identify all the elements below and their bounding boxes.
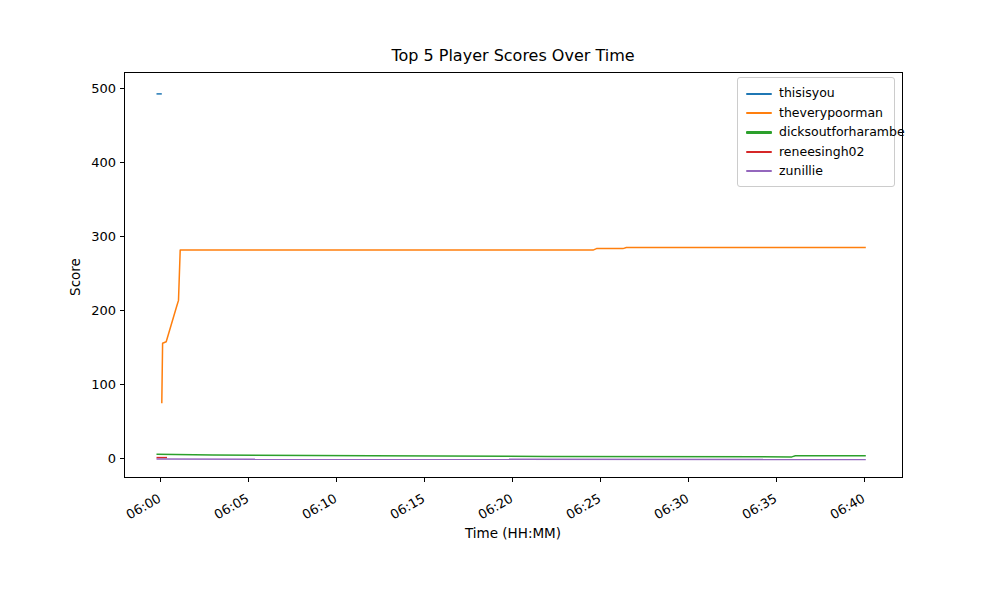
x-tick-label: 06:10 [300, 491, 340, 523]
x-tick-label: 06:30 [652, 491, 692, 523]
legend-item-theverypoorman: theverypoorman [746, 103, 887, 122]
legend-label: zunillie [779, 165, 823, 178]
legend-line-swatch [746, 131, 772, 133]
series-line-theverypoorman [162, 248, 866, 404]
legend-line-swatch [746, 170, 772, 172]
legend-label: thisisyou [779, 87, 835, 100]
x-axis-label: Time (HH:MM) [124, 525, 902, 541]
y-tick-label: 200 [91, 303, 116, 318]
x-tick-label: 06:40 [828, 491, 868, 523]
y-tick-label: 100 [91, 377, 116, 392]
y-tick-label: 400 [91, 155, 116, 170]
legend-item-zunillie: zunillie [746, 162, 887, 181]
matplotlib-figure: 06:00 06:05 06:10 06:15 06:20 06:25 06:30 06:35… [0, 0, 1000, 600]
x-tick-label: 06:15 [388, 491, 428, 523]
legend-line-swatch [746, 112, 772, 114]
legend-label: reneesingh02 [779, 146, 865, 159]
x-tick-label: 06:25 [564, 491, 604, 523]
legend-item-reneesingh02: reneesingh02 [746, 142, 887, 161]
legend-line-swatch [746, 151, 772, 153]
series-line-dicksoutforharambe [157, 454, 866, 457]
chart-legend: thisisyou theverypoorman dicksoutforharamb… [737, 77, 895, 187]
x-tick-label: 06:00 [124, 491, 164, 523]
x-tick-label: 06:20 [476, 491, 516, 523]
y-tick-label: 300 [91, 229, 116, 244]
y-tick-label: 500 [91, 81, 116, 96]
legend-item-thisisyou: thisisyou [746, 84, 887, 103]
legend-label: theverypoorman [779, 107, 883, 120]
legend-line-swatch [746, 93, 772, 95]
legend-item-dicksoutforharambe: dicksoutforharambe [746, 123, 887, 142]
chart-title: Top 5 Player Scores Over Time [124, 46, 902, 65]
legend-label: dicksoutforharambe [779, 126, 905, 139]
x-tick-label: 06:05 [212, 491, 252, 523]
x-tick-label: 06:35 [740, 491, 780, 523]
y-axis-label: Score [67, 246, 83, 308]
y-tick-label: 0 [108, 451, 116, 466]
